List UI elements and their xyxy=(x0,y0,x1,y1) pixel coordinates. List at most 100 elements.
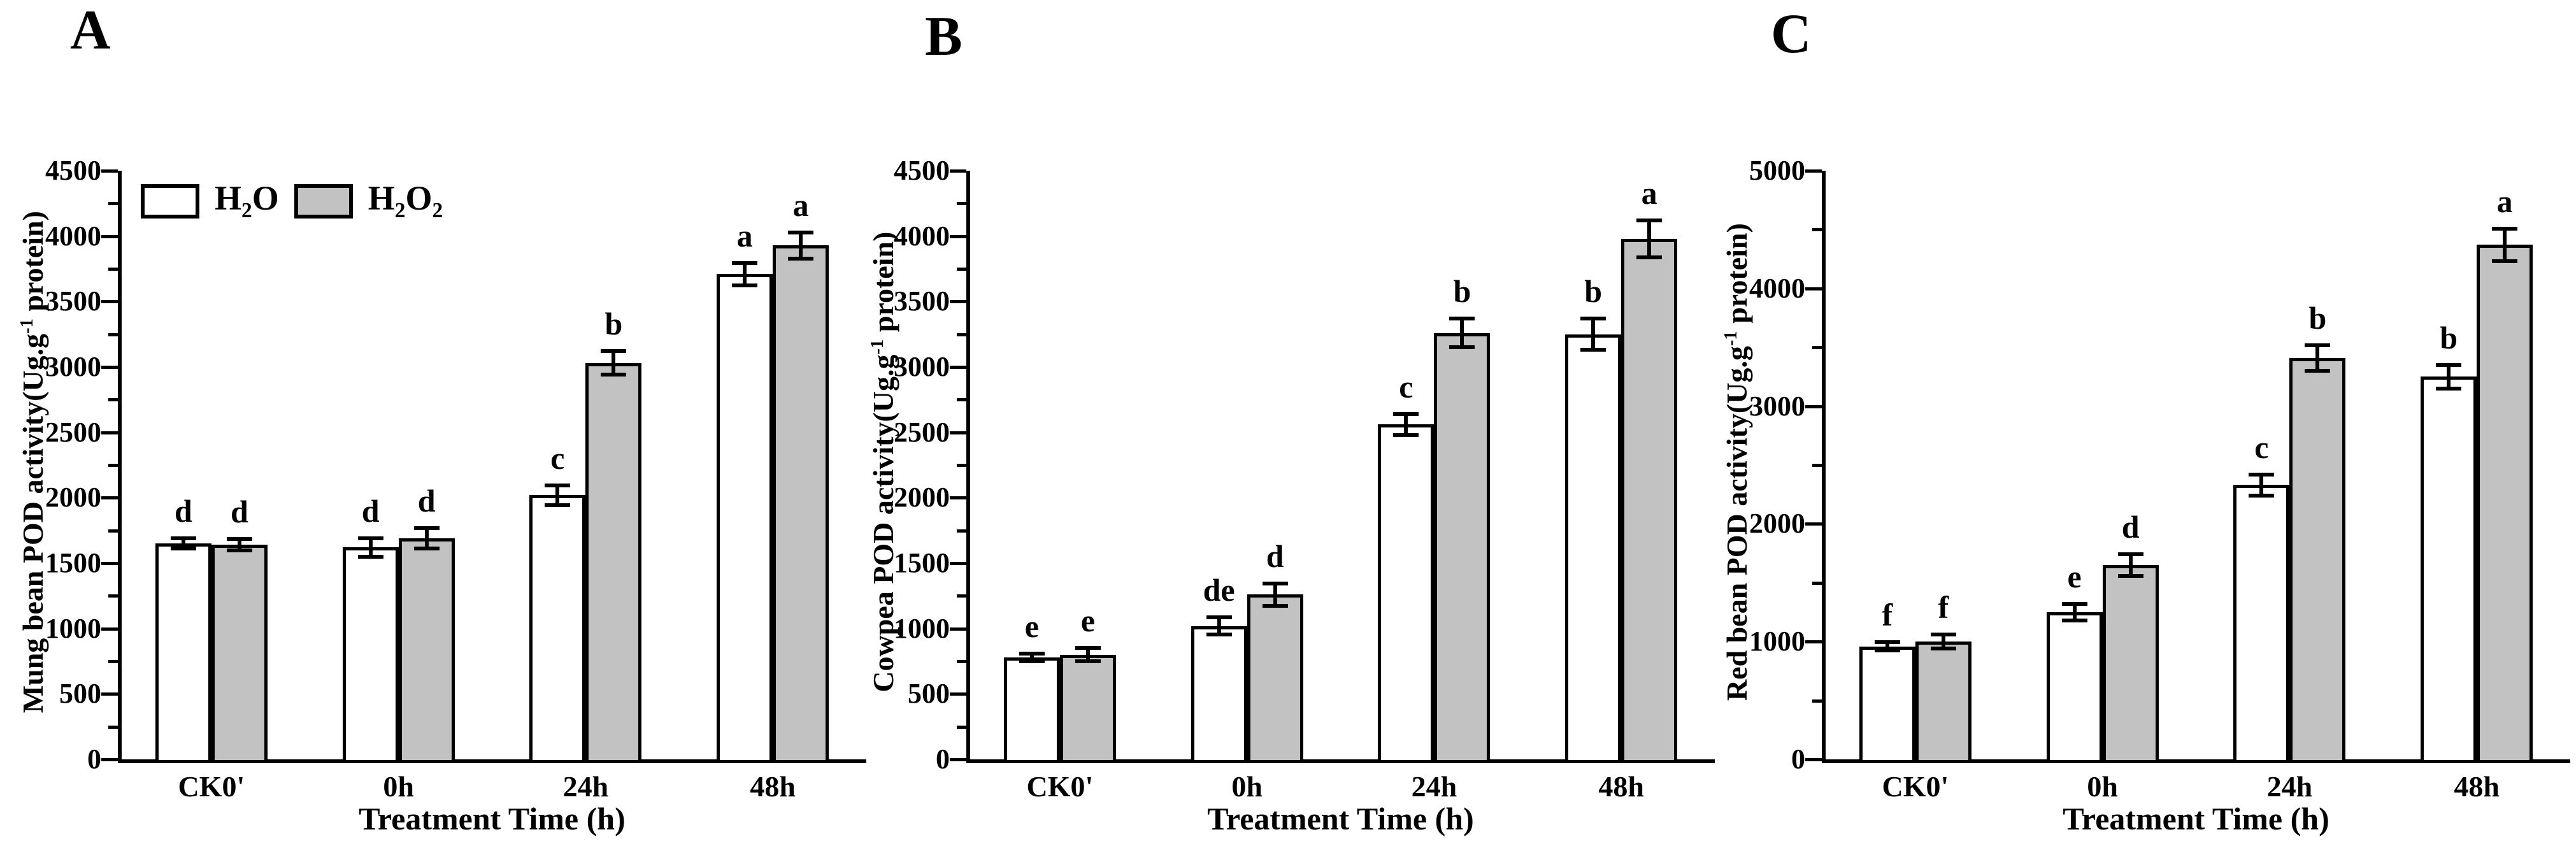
category-label: 24h xyxy=(1411,770,1457,803)
y-axis-minor-tick xyxy=(957,268,966,271)
y-tick-label: 4000 xyxy=(45,220,101,252)
significance-letter: d xyxy=(174,492,192,529)
x-axis-line xyxy=(118,759,866,763)
bar-h2o2 xyxy=(1434,333,1491,763)
superscript-text: -1 xyxy=(1721,331,1741,347)
error-bar-cap-top xyxy=(1206,615,1232,620)
bar-h2o xyxy=(1003,657,1060,763)
y-axis-minor-tick xyxy=(957,529,966,533)
error-bar-cap-bottom xyxy=(1262,603,1288,608)
significance-letter: b xyxy=(2440,319,2458,355)
y-axis-major-tick xyxy=(1805,522,1822,526)
significance-letter: d xyxy=(1266,538,1284,574)
error-bar-cap-bottom xyxy=(601,373,627,377)
significance-letter: d xyxy=(230,494,248,529)
error-bar-cap-bottom xyxy=(1580,348,1606,352)
x-axis-title: Treatment Time (h) xyxy=(2063,801,2329,836)
y-axis-major-tick xyxy=(101,234,118,238)
error-bar-cap-bottom xyxy=(357,554,383,559)
significance-letter: b xyxy=(1584,273,1603,310)
y-axis-major-tick xyxy=(1805,758,1822,761)
y-axis-minor-tick xyxy=(108,594,118,598)
error-bar-cap-top xyxy=(2249,472,2275,477)
category-label: CK0' xyxy=(178,770,245,803)
y-tick-label: 3500 xyxy=(45,285,101,317)
bar-h2o xyxy=(155,543,211,763)
y-axis-minor-tick xyxy=(957,333,966,336)
error-bar-cap-bottom xyxy=(2305,369,2331,373)
category-label: 24h xyxy=(562,770,609,803)
bar-h2o xyxy=(529,495,586,763)
bar-h2o2 xyxy=(773,245,829,763)
y-axis-minor-tick xyxy=(108,202,118,206)
y-axis-major-tick xyxy=(950,300,966,304)
error-bar-line xyxy=(612,351,616,375)
error-bar-line xyxy=(555,485,560,505)
error-bar-line xyxy=(1941,634,1945,649)
y-tick-label: 1500 xyxy=(894,547,950,578)
y-tick-label: 3500 xyxy=(894,285,950,317)
text-segment: O xyxy=(405,179,433,217)
y-axis-major-tick xyxy=(1805,640,1822,644)
error-bar-cap-top xyxy=(226,537,252,541)
superscript-text: -1 xyxy=(17,319,37,334)
bar-h2o2 xyxy=(1247,594,1303,763)
significance-letter: e xyxy=(2067,559,2082,595)
category-label: 0h xyxy=(1231,770,1263,803)
y-axis-minor-tick xyxy=(957,398,966,402)
error-bar-cap-bottom xyxy=(1636,255,1663,259)
bar-h2o xyxy=(1859,646,1915,763)
error-bar-cap-bottom xyxy=(1393,433,1419,437)
error-bar-cap-bottom xyxy=(732,283,758,287)
error-bar-line xyxy=(1085,648,1090,661)
bar-h2o xyxy=(1565,334,1622,763)
y-axis-line xyxy=(118,171,122,763)
significance-letter: b xyxy=(2308,299,2327,336)
y-axis-major-tick xyxy=(101,562,118,565)
legend: H2O H2O2 xyxy=(141,181,443,221)
y-axis-minor-tick xyxy=(957,202,966,206)
error-bar-cap-top xyxy=(788,230,814,234)
y-axis-major-tick xyxy=(101,366,118,369)
significance-letter: a xyxy=(2496,183,2513,219)
y-axis-major-tick xyxy=(1805,287,1822,290)
legend-swatch-h2o2 xyxy=(294,183,353,219)
y-tick-label: 2000 xyxy=(894,482,950,513)
significance-letter: c xyxy=(2254,429,2269,465)
error-bar-cap-top xyxy=(2117,552,2143,557)
y-axis-title: Mung bean POD activity(Ug.g-1 protein) xyxy=(17,80,49,844)
error-bar-cap-top xyxy=(1393,412,1419,416)
error-bar-cap-top xyxy=(1019,651,1045,656)
error-bar-cap-bottom xyxy=(226,548,252,553)
category-label: 24h xyxy=(2266,770,2313,803)
y-axis-major-tick xyxy=(950,496,966,500)
y-axis-minor-tick xyxy=(108,268,118,271)
bar-h2o2 xyxy=(398,538,455,763)
error-bar-cap-top xyxy=(1075,646,1101,650)
y-tick-label: 5000 xyxy=(1749,155,1805,186)
legend-label-h2o2: H2O2 xyxy=(368,181,443,221)
error-bar-line xyxy=(1591,319,1596,350)
bar-h2o2 xyxy=(1621,238,1678,763)
bar-h2o xyxy=(1191,626,1247,763)
error-bar-cap-bottom xyxy=(2492,259,2518,264)
significance-letter: c xyxy=(550,440,565,476)
error-bar-cap-bottom xyxy=(2117,573,2143,578)
y-axis-title: Cowpea POD activity(Ug.g-1 protein) xyxy=(867,80,899,844)
x-axis-line xyxy=(1822,759,2570,763)
error-bar-cap-bottom xyxy=(1075,659,1101,663)
error-bar-line xyxy=(2128,554,2133,576)
error-bar-line xyxy=(2259,474,2264,496)
y-tick-label: 1500 xyxy=(45,547,101,578)
error-bar-cap-top xyxy=(357,536,383,540)
error-bar-cap-top xyxy=(732,261,758,265)
error-bar-line xyxy=(743,262,747,285)
y-tick-label: 0 xyxy=(936,743,950,775)
y-axis-major-tick xyxy=(950,234,966,238)
error-bar-line xyxy=(1647,220,1652,257)
text-segment: H xyxy=(368,179,395,217)
bar-h2o xyxy=(717,274,773,763)
error-bar-line xyxy=(1029,653,1034,661)
category-label: 48h xyxy=(750,770,796,803)
y-axis-minor-tick xyxy=(1812,346,1822,350)
